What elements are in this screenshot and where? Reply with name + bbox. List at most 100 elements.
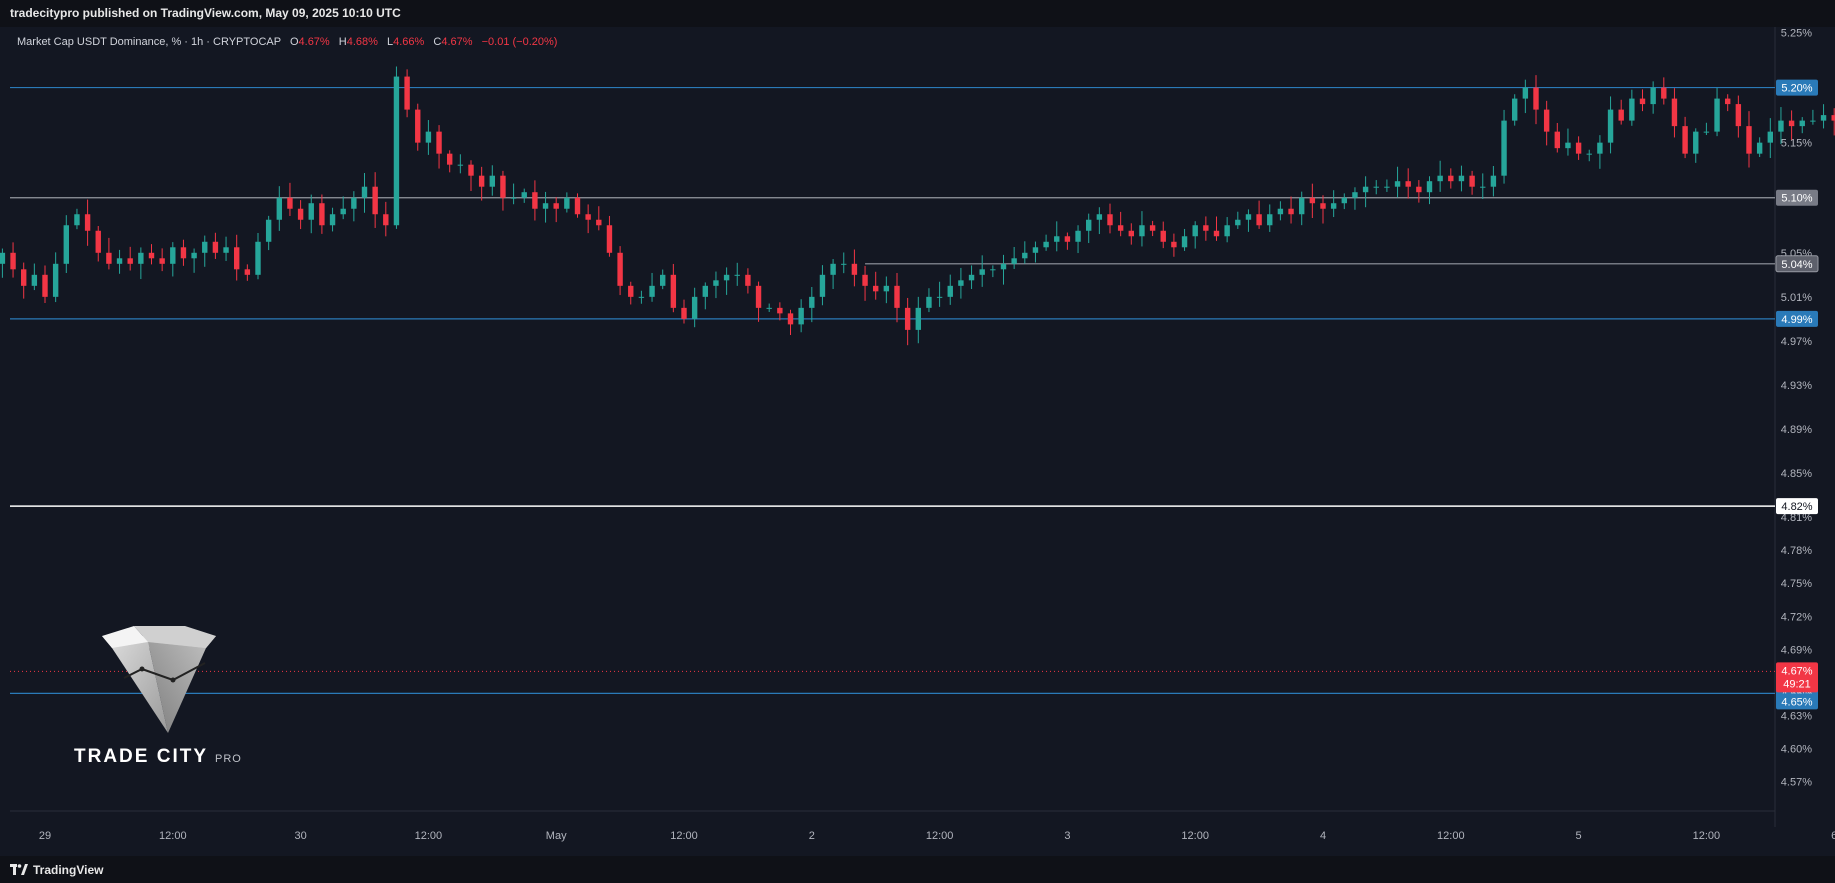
candle-up[interactable] <box>1139 225 1145 237</box>
candle-down[interactable] <box>617 252 623 286</box>
candle-up[interactable] <box>1373 186 1379 188</box>
candle-up[interactable] <box>1565 142 1571 149</box>
candle-up[interactable] <box>351 197 357 209</box>
candle-up[interactable] <box>798 307 804 325</box>
candle-down[interactable] <box>478 175 485 187</box>
candle-up[interactable] <box>1629 98 1635 121</box>
candle-down[interactable] <box>297 208 304 220</box>
candle-down[interactable] <box>670 274 677 308</box>
candle-up[interactable] <box>1394 181 1401 187</box>
candle-down[interactable] <box>1533 87 1539 110</box>
candle-up[interactable] <box>52 263 59 297</box>
candle-up[interactable] <box>1810 120 1816 122</box>
candle-up[interactable] <box>968 274 975 281</box>
candle-up[interactable] <box>649 285 655 297</box>
candle-up[interactable] <box>1490 175 1497 187</box>
candle-up[interactable] <box>915 307 921 330</box>
candle-down[interactable] <box>862 274 868 286</box>
candle-down[interactable] <box>1117 225 1124 231</box>
candle-down[interactable] <box>585 214 591 220</box>
candle-down[interactable] <box>1416 186 1422 193</box>
candle-down[interactable] <box>1469 175 1475 187</box>
candle-up[interactable] <box>1384 186 1390 188</box>
candle-down[interactable] <box>745 274 751 286</box>
candle-down[interactable] <box>10 252 16 270</box>
candle-up[interactable] <box>425 131 432 143</box>
candle-down[interactable] <box>234 247 240 270</box>
candle-up[interactable] <box>74 214 80 226</box>
candle-up[interactable] <box>830 263 836 275</box>
candle-down[interactable] <box>574 197 581 215</box>
candle-down[interactable] <box>1288 208 1294 215</box>
candle-up[interactable] <box>1341 197 1347 204</box>
candle-up[interactable] <box>1512 98 1518 121</box>
candle-up[interactable] <box>1522 87 1529 99</box>
candle-up[interactable] <box>0 252 6 264</box>
candle-up[interactable] <box>1597 142 1603 154</box>
candle-up[interactable] <box>116 258 123 264</box>
candle-up[interactable] <box>1299 197 1305 215</box>
candle-down[interactable] <box>1064 236 1071 242</box>
candle-up[interactable] <box>191 252 197 259</box>
candle-up[interactable] <box>1235 219 1241 226</box>
candle-up[interactable] <box>521 192 527 198</box>
candle-up[interactable] <box>1756 142 1763 154</box>
candle-down[interactable] <box>404 76 410 110</box>
candle-down[interactable] <box>1171 241 1177 248</box>
candle-down[interactable] <box>1213 230 1220 237</box>
candle-up[interactable] <box>223 247 229 253</box>
candle-up[interactable] <box>138 252 144 264</box>
candle-down[interactable] <box>159 258 165 264</box>
candle-up[interactable] <box>202 241 208 253</box>
candle-up[interactable] <box>1022 252 1028 259</box>
candle-up[interactable] <box>329 214 336 226</box>
candle-up[interactable] <box>1267 214 1273 226</box>
candle-down[interactable] <box>1160 230 1166 242</box>
candle-up[interactable] <box>1607 109 1614 143</box>
candle-down[interactable] <box>1107 214 1113 226</box>
candle-down[interactable] <box>787 313 794 325</box>
candle-up[interactable] <box>63 225 69 264</box>
candle-up[interactable] <box>1799 120 1805 127</box>
candle-down[interactable] <box>894 285 900 308</box>
candle-up[interactable] <box>713 280 719 286</box>
candle-up[interactable] <box>766 307 772 309</box>
candle-up[interactable] <box>1181 236 1188 248</box>
candle-up[interactable] <box>936 296 943 298</box>
candle-up[interactable] <box>1000 263 1007 270</box>
candle-up[interactable] <box>1778 120 1784 132</box>
candle-up[interactable] <box>1426 181 1433 193</box>
candle-up[interactable] <box>1277 208 1284 215</box>
candle-up[interactable] <box>255 241 261 275</box>
candle-down[interactable] <box>447 153 453 165</box>
candle-down[interactable] <box>777 307 783 314</box>
candle-down[interactable] <box>1575 142 1582 154</box>
candle-up[interactable] <box>841 263 847 265</box>
candle-up[interactable] <box>660 274 666 286</box>
candle-up[interactable] <box>1820 115 1827 121</box>
candle-up[interactable] <box>819 274 826 297</box>
candle-up[interactable] <box>1096 214 1103 220</box>
candle-up[interactable] <box>947 285 953 297</box>
candle-up[interactable] <box>958 280 964 286</box>
candle-down[interactable] <box>319 203 325 226</box>
tradingview-logo-icon[interactable] <box>10 864 28 875</box>
candle-up[interactable] <box>691 296 698 319</box>
candle-down[interactable] <box>904 307 911 330</box>
candle-down[interactable] <box>681 307 687 319</box>
candle-down[interactable] <box>755 285 762 308</box>
candle-up[interactable] <box>31 274 38 286</box>
candle-down[interactable] <box>1661 87 1667 99</box>
candle-down[interactable] <box>1543 109 1550 132</box>
candle-up[interactable] <box>1480 186 1486 188</box>
candle-down[interactable] <box>851 263 858 275</box>
candle-up[interactable] <box>979 269 985 275</box>
candle-down[interactable] <box>628 285 634 297</box>
candle-up[interactable] <box>1501 120 1507 176</box>
candle-up[interactable] <box>564 197 570 209</box>
candle-down[interactable] <box>606 225 613 253</box>
candle-up[interactable] <box>1650 87 1656 105</box>
candle-up[interactable] <box>1352 192 1358 198</box>
candle-down[interactable] <box>1320 203 1326 209</box>
footer-brand[interactable]: TradingView <box>33 862 104 877</box>
